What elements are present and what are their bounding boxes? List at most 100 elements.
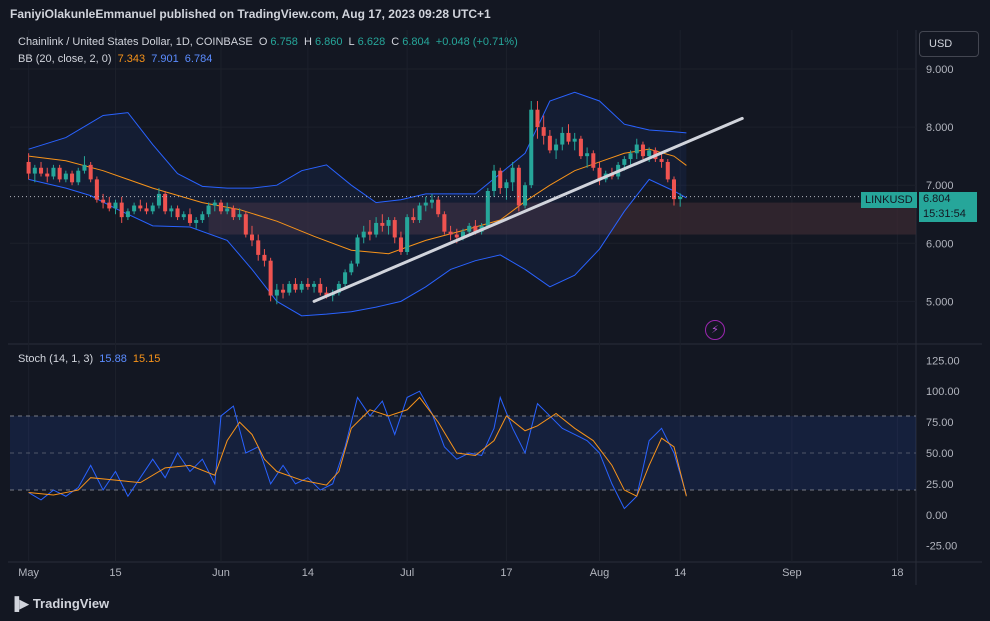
candle-body <box>473 225 478 232</box>
candle-body <box>175 208 180 218</box>
candle-body <box>243 214 248 235</box>
stoch-y-tick-label: 100.00 <box>926 386 960 398</box>
candle-body <box>88 164 93 180</box>
open-value: 6.758 <box>270 36 298 48</box>
x-tick-label: May <box>18 567 39 579</box>
candle-body <box>187 214 192 223</box>
candle-body <box>541 127 546 136</box>
candle-body <box>82 164 87 171</box>
candle-body <box>293 283 298 290</box>
x-tick-label: Jul <box>400 567 414 579</box>
x-tick-label: 15 <box>109 567 121 579</box>
publish-line: FaniyiOlakunleEmmanuel published on Trad… <box>10 7 491 21</box>
y-tick-label: 6.000 <box>926 238 954 250</box>
candle-body <box>125 211 130 218</box>
stoch-y-tick-label: 75.00 <box>926 417 954 429</box>
candle-body <box>274 289 279 296</box>
x-tick-label: 17 <box>500 567 512 579</box>
candle-body <box>554 144 559 151</box>
candle-body <box>665 161 670 180</box>
tradingview-logo: ▐▶ TradingView <box>10 596 109 612</box>
candle-body <box>212 202 217 206</box>
candle-body <box>578 138 583 157</box>
lightning-icon[interactable]: ⚡ <box>705 320 725 340</box>
candle-body <box>349 263 354 273</box>
chart-frame[interactable]: May 15 Jun 14 Jul 17 Aug 14 Sep 18 5.000 6.000 7.000… <box>8 30 982 585</box>
candle-body <box>76 170 81 183</box>
chart-canvas[interactable]: May 15 Jun 14 Jul 17 Aug 14 Sep 18 5.000 6.000 7.000… <box>8 30 982 585</box>
candle-body <box>218 202 224 212</box>
symbol-title: Chainlink / United States Dollar, 1D, CO… <box>18 36 253 48</box>
candle-body <box>380 222 385 226</box>
close-value: 6.804 <box>402 36 430 48</box>
change-value: +0.048 (+0.71%) <box>435 36 518 48</box>
candle-body <box>647 150 652 157</box>
x-tick-label: Sep <box>782 567 802 579</box>
publish-header: FaniyiOlakunleEmmanuel published on Trad… <box>0 0 990 30</box>
last-price-box: 6.804 15:31:54 <box>919 192 977 222</box>
candle-body <box>485 191 490 226</box>
x-tick-label: 14 <box>674 567 686 579</box>
bb-lower-value: 6.784 <box>184 53 213 65</box>
y-tick-label: 5.000 <box>926 296 954 308</box>
x-tick-label: Jun <box>212 567 230 579</box>
stoch-y-tick-label: 0.00 <box>926 510 947 522</box>
candle-body <box>287 283 292 293</box>
candle-body <box>423 202 428 206</box>
candle-body <box>516 167 521 206</box>
candle-body <box>597 167 602 180</box>
tv-mark-icon: ▐▶ <box>10 596 33 611</box>
candle-body <box>566 132 571 142</box>
candle-body <box>200 214 205 221</box>
candle-body <box>671 179 677 200</box>
candle-body <box>26 161 31 174</box>
candle-body <box>51 167 56 177</box>
candle-body <box>448 231 453 235</box>
candle-body <box>640 144 645 157</box>
candle-body <box>504 182 509 189</box>
stoch-y-tick-label: 125.00 <box>926 355 960 367</box>
candle-body <box>70 173 75 183</box>
candle-body <box>405 217 410 252</box>
candle-body <box>101 199 106 203</box>
candle-body <box>256 240 261 255</box>
candle-body <box>367 231 372 235</box>
candle-body <box>318 283 323 293</box>
candle-body <box>454 234 459 238</box>
low-label: L <box>348 36 355 48</box>
candle-body <box>429 199 434 203</box>
symbol-legend: Chainlink / United States Dollar, 1D, CO… <box>18 36 521 48</box>
candle-body <box>585 153 590 157</box>
bb-basis-value: 7.343 <box>117 53 146 65</box>
currency-button[interactable]: USD <box>919 31 979 57</box>
candle-body <box>492 170 497 191</box>
candle-body <box>237 214 242 218</box>
stoch-d-line <box>28 396 687 497</box>
bb-upper-value: 7.901 <box>151 53 179 65</box>
candle-body <box>231 208 236 218</box>
candle-body <box>169 208 174 212</box>
stoch-y-tick-label: 25.00 <box>926 479 954 491</box>
candle-body <box>529 109 534 186</box>
candle-body <box>45 173 50 177</box>
stoch-y-tick-label: 50.00 <box>926 448 954 460</box>
candle-body <box>336 283 341 293</box>
candle-body <box>572 138 577 142</box>
candle-body <box>312 283 317 287</box>
brand-name: TradingView <box>32 596 110 611</box>
candle-body <box>498 170 503 189</box>
candle-body <box>343 272 348 284</box>
candle-body <box>138 205 143 209</box>
candle-body <box>510 167 515 183</box>
candle-body <box>547 135 552 151</box>
stoch-y-tick-label: -25.00 <box>926 541 957 553</box>
candle-body <box>659 159 664 162</box>
candle-body <box>249 234 255 241</box>
bb-legend: BB (20, close, 2, 0) 7.343 7.901 6.784 <box>18 53 215 65</box>
bar-countdown: 15:31:54 <box>923 208 966 220</box>
candle-body <box>144 208 149 212</box>
stoch-legend: Stoch (14, 1, 3) 15.88 15.15 <box>18 353 163 365</box>
stoch-k-value: 15.88 <box>99 353 127 365</box>
candle-body <box>678 196 683 200</box>
bb-lower-line <box>28 178 687 317</box>
